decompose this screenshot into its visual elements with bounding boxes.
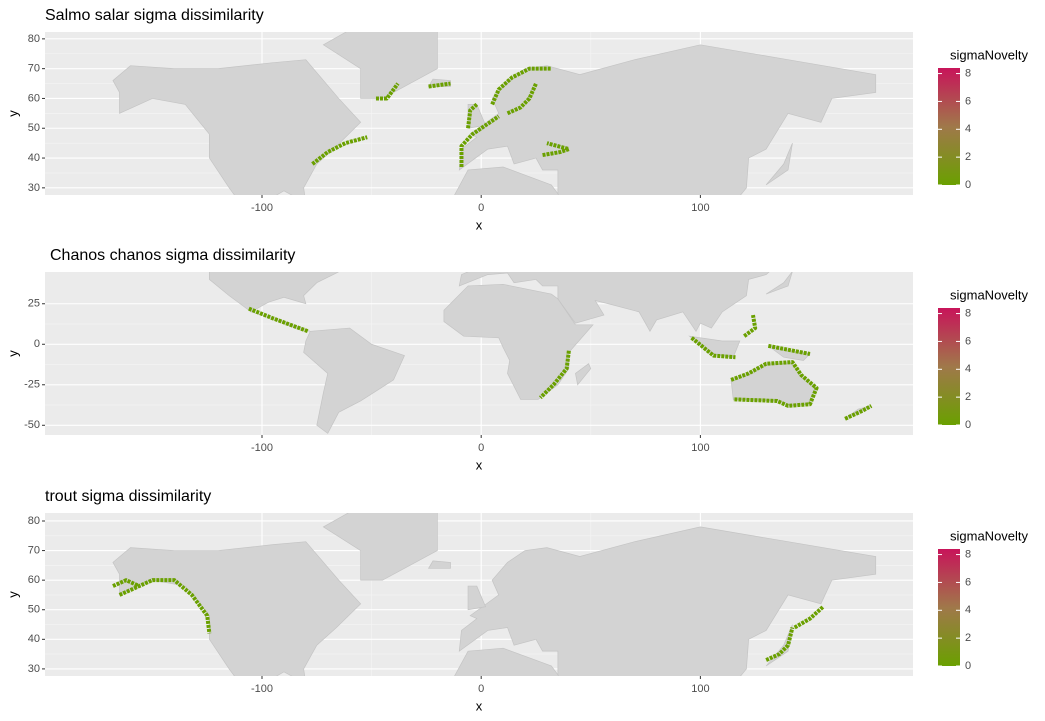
colorbar (938, 549, 960, 666)
y-axis-label: y (5, 110, 20, 117)
y-tick-label: 50 (28, 122, 40, 134)
y-tick-label: 70 (28, 63, 40, 75)
colorbar (938, 68, 960, 185)
dissimilarity-cells (459, 114, 500, 167)
land (575, 363, 592, 386)
dissimilarity-cells (538, 350, 571, 400)
chart-title: trout sigma dissimilarity (45, 488, 211, 505)
land (467, 585, 487, 611)
legend-label: 2 (965, 632, 971, 644)
x-tick-label: -100 (251, 683, 273, 695)
land (323, 210, 437, 247)
land (443, 283, 594, 400)
y-tick-label: -50 (24, 419, 40, 431)
dissimilarity-cells (112, 578, 141, 588)
x-tick-label: -100 (251, 442, 273, 454)
land (209, 272, 340, 332)
legend-label: 2 (965, 391, 971, 403)
dissimilarity-cells (466, 102, 479, 129)
panel: -100 0 100 -50 -25 0 25 Chanos chanos sigma dis… (5, 210, 1029, 472)
x-tick-label: 100 (691, 202, 709, 214)
y-tick-label: 30 (28, 182, 40, 194)
land (303, 327, 405, 434)
chart-title: Salmo salar sigma dissimilarity (45, 7, 264, 24)
colorbar (938, 308, 960, 425)
legend-label: 6 (965, 576, 971, 588)
land (765, 272, 793, 295)
y-tick-label: 40 (28, 633, 40, 645)
land (458, 272, 770, 333)
dissimilarity-cells (765, 627, 795, 662)
x-tick-label: 0 (478, 202, 484, 214)
x-tick-label: 0 (478, 442, 484, 454)
x-tick-label: 100 (691, 442, 709, 454)
dissimilarity-cells (375, 82, 400, 101)
land (458, 526, 877, 676)
land (468, 250, 486, 263)
x-tick-label: 0 (478, 683, 484, 695)
legend-label: 8 (965, 307, 971, 319)
y-tick-label: -25 (24, 379, 40, 391)
land (112, 59, 362, 195)
x-tick-label: 100 (691, 683, 709, 695)
dissimilarity-cells (743, 314, 758, 338)
dissimilarity-cells (844, 404, 873, 421)
dissimilarity-cells (311, 135, 368, 166)
land (454, 166, 559, 195)
y-tick-label: 0 (34, 338, 40, 350)
legend-label: 0 (965, 419, 971, 431)
map-layer (112, 513, 877, 676)
map-layer (209, 210, 873, 434)
legend-label: 8 (965, 67, 971, 79)
y-tick-label: 30 (28, 663, 40, 675)
legend-label: 4 (965, 123, 971, 135)
legend-label: 6 (965, 335, 971, 347)
legend-label: 6 (965, 95, 971, 107)
legend-title: sigmaNovelty (950, 528, 1029, 543)
dissimilarity-cells (248, 306, 309, 334)
land (429, 237, 451, 241)
land (765, 143, 793, 186)
map-layer (112, 32, 877, 195)
dissimilarity-cells (428, 81, 451, 89)
land (427, 560, 451, 569)
dissimilarity-cells (490, 66, 552, 106)
dissimilarity-cells (118, 578, 212, 634)
x-axis-label: x (476, 698, 483, 713)
dissimilarity-cells (767, 343, 811, 356)
dissimilarity-cells (690, 336, 736, 360)
legend-label: 2 (965, 151, 971, 163)
land (322, 513, 438, 581)
dissimilarity-cells (542, 141, 571, 158)
y-tick-label: 25 (28, 298, 40, 310)
x-axis-label: x (476, 457, 483, 472)
y-tick-label: 80 (28, 33, 40, 45)
legend-label: 4 (965, 604, 971, 616)
y-axis-label: y (5, 350, 20, 357)
legend-label: 4 (965, 363, 971, 375)
y-axis-label: y (5, 591, 20, 598)
y-tick-label: 40 (28, 152, 40, 164)
x-axis-label: x (476, 217, 483, 232)
y-tick-label: 60 (28, 92, 40, 104)
legend-title: sigmaNovelty (950, 47, 1029, 62)
dissimilarity-cells (793, 605, 825, 630)
legend-label: 8 (965, 548, 971, 560)
y-tick-label: 60 (28, 574, 40, 586)
chart-title: Chanos chanos sigma dissimilarity (50, 247, 295, 264)
legend-label: 0 (965, 660, 971, 672)
legend-title: sigmaNovelty (950, 287, 1029, 302)
dissimilarity-cells (730, 360, 819, 408)
y-tick-label: 50 (28, 604, 40, 616)
land (454, 647, 559, 676)
y-tick-label: 80 (28, 515, 40, 527)
y-tick-label: 70 (28, 544, 40, 556)
x-tick-label: -100 (251, 202, 273, 214)
legend-label: 0 (965, 179, 971, 191)
dissimilarity-cells (506, 82, 538, 116)
